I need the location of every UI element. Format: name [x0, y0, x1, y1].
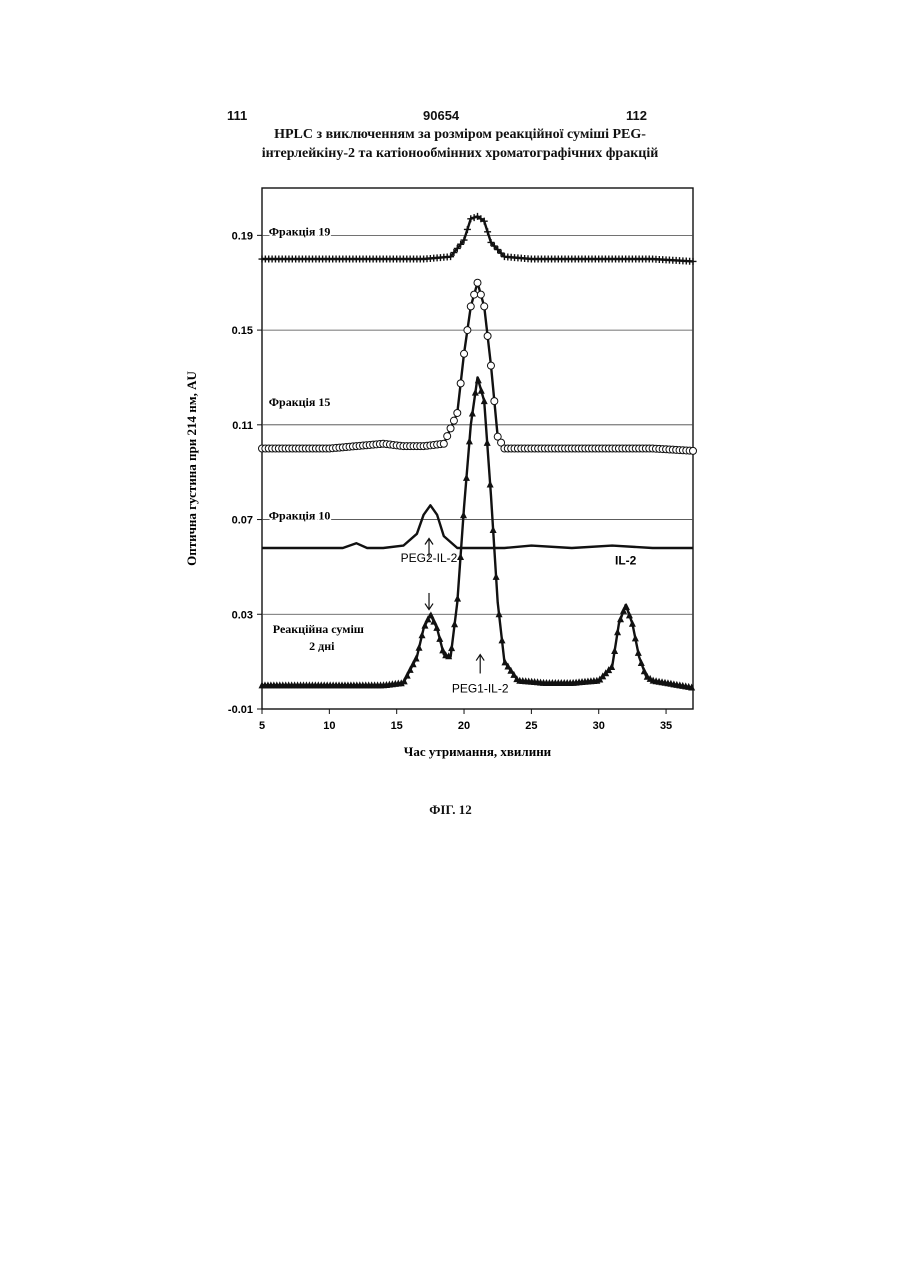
circle-marker	[457, 380, 464, 387]
x-tick-label: 20	[458, 720, 470, 732]
plus-marker	[464, 226, 471, 233]
triangle-marker	[635, 649, 642, 656]
triangle-marker	[608, 663, 615, 670]
figure-caption: ФІГ. 12	[0, 802, 901, 818]
triangle-marker	[419, 631, 426, 638]
circle-marker	[467, 303, 474, 310]
triangle-marker	[493, 573, 500, 580]
circle-marker	[440, 440, 447, 447]
y-tick-label: 0.03	[232, 609, 253, 621]
triangle-marker	[436, 635, 443, 642]
arrow-down-icon	[425, 593, 433, 610]
triangle-marker	[496, 610, 503, 617]
circle-marker	[474, 279, 481, 286]
triangle-marker	[481, 397, 488, 404]
triangle-marker	[478, 387, 485, 394]
circle-marker	[491, 398, 498, 405]
circle-marker	[454, 409, 461, 416]
plus-marker	[690, 258, 697, 265]
triangle-marker	[427, 611, 434, 618]
plus-marker	[484, 228, 491, 235]
circle-marker	[481, 303, 488, 310]
triangle-marker	[454, 595, 461, 602]
annotation-label: Фракція 15	[269, 395, 331, 409]
circle-marker	[487, 362, 494, 369]
circle-marker	[477, 291, 484, 298]
triangle-marker	[463, 474, 470, 481]
annotation-label: Фракція 19	[269, 224, 331, 238]
circle-marker	[471, 291, 478, 298]
triangle-marker	[466, 437, 473, 444]
annotation-label: Реакційна суміш	[273, 622, 364, 636]
annotation-label: 2 дні	[309, 639, 335, 653]
circle-marker	[444, 433, 451, 440]
series-line	[262, 216, 693, 261]
triangle-marker	[457, 553, 464, 560]
circle-marker	[447, 425, 454, 432]
plus-marker	[467, 215, 474, 222]
y-tick-label: 0.07	[232, 515, 253, 527]
circle-marker	[484, 333, 491, 340]
y-tick-label: 0.11	[232, 420, 253, 432]
annotation-label: PEG1-IL-2	[452, 681, 509, 695]
triangle-marker	[472, 389, 479, 396]
triangle-marker	[475, 376, 482, 383]
series-3	[259, 279, 697, 454]
triangle-marker	[484, 439, 491, 446]
x-tick-label: 10	[323, 720, 335, 732]
circle-marker	[690, 447, 697, 454]
triangle-marker	[490, 526, 497, 533]
x-tick-label: 30	[593, 720, 605, 732]
triangle-marker	[448, 644, 455, 651]
series-4	[259, 213, 697, 265]
triangle-marker	[632, 634, 639, 641]
y-tick-label: 0.15	[232, 325, 253, 337]
x-tick-label: 15	[391, 720, 403, 732]
triangle-marker	[638, 659, 645, 666]
x-tick-label: 5	[259, 720, 265, 732]
triangle-marker	[460, 511, 467, 518]
triangle-marker	[413, 654, 420, 661]
plus-marker	[471, 214, 478, 221]
hplc-chart: -0.01 0.03 0.07 0.11 0.15 0.19 5 10 15 20 25 30 35 Ча…	[0, 0, 901, 800]
arrow-up-icon	[476, 655, 484, 674]
triangle-marker	[487, 480, 494, 487]
circle-marker	[450, 417, 457, 424]
triangle-marker	[617, 615, 624, 622]
y-axis-label: Оптична густина при 214 нм, AU	[184, 371, 199, 566]
y-tick-label: -0.01	[228, 704, 253, 716]
x-tick-label: 35	[660, 720, 672, 732]
triangle-marker	[469, 409, 476, 416]
annotation-label: IL-2	[615, 554, 637, 568]
series-line	[262, 283, 693, 451]
y-tick-label: 0.19	[232, 230, 253, 242]
triangle-marker	[416, 644, 423, 651]
triangle-marker	[626, 611, 633, 618]
circle-marker	[464, 327, 471, 334]
triangle-marker	[641, 667, 648, 674]
triangle-marker	[611, 647, 618, 654]
triangle-marker	[451, 620, 458, 627]
annotation-label: Фракція 10	[269, 509, 331, 523]
x-axis-label: Час утримання, хвилини	[404, 744, 552, 759]
triangle-marker	[614, 628, 621, 635]
x-tick-label: 25	[525, 720, 537, 732]
circle-marker	[461, 350, 468, 357]
triangle-marker	[629, 620, 636, 627]
triangle-marker	[499, 636, 506, 643]
